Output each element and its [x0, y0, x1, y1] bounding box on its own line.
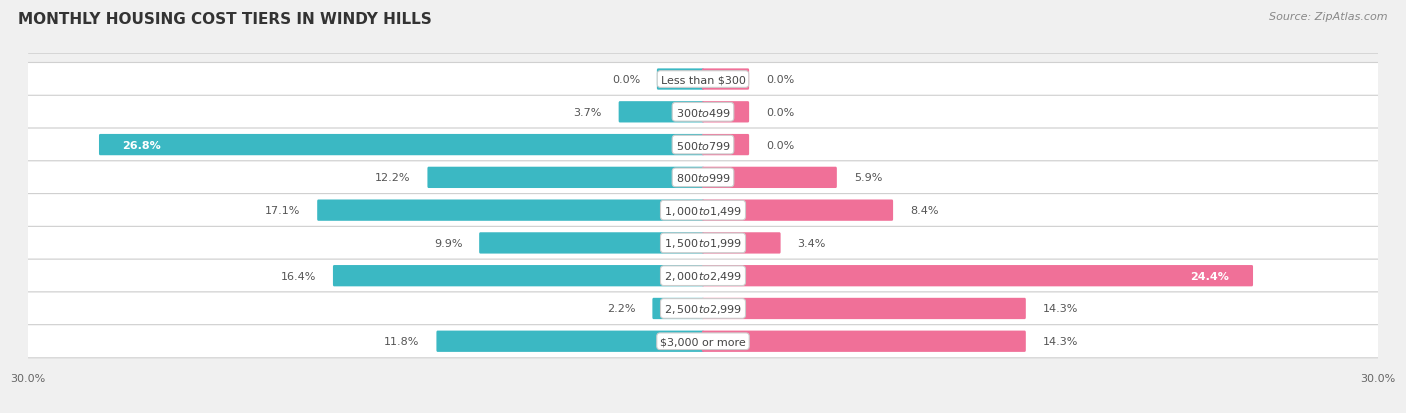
Text: $800 to $999: $800 to $999	[675, 172, 731, 184]
Text: 12.2%: 12.2%	[375, 173, 411, 183]
Text: $2,000 to $2,499: $2,000 to $2,499	[664, 270, 742, 282]
Text: 11.8%: 11.8%	[384, 337, 419, 347]
FancyBboxPatch shape	[479, 233, 704, 254]
FancyBboxPatch shape	[27, 227, 1379, 260]
FancyBboxPatch shape	[702, 167, 837, 189]
Legend: Owner-occupied, Renter-occupied: Owner-occupied, Renter-occupied	[568, 408, 838, 413]
Text: Source: ZipAtlas.com: Source: ZipAtlas.com	[1270, 12, 1388, 22]
FancyBboxPatch shape	[702, 266, 1253, 287]
Text: 9.9%: 9.9%	[434, 238, 463, 248]
Text: 3.4%: 3.4%	[797, 238, 825, 248]
FancyBboxPatch shape	[27, 194, 1379, 227]
Text: $1,500 to $1,999: $1,500 to $1,999	[664, 237, 742, 250]
FancyBboxPatch shape	[98, 135, 704, 156]
FancyBboxPatch shape	[657, 69, 704, 90]
Text: 14.3%: 14.3%	[1043, 304, 1078, 314]
Text: 26.8%: 26.8%	[122, 140, 162, 150]
FancyBboxPatch shape	[27, 129, 1379, 162]
FancyBboxPatch shape	[27, 161, 1379, 195]
Text: 3.7%: 3.7%	[574, 107, 602, 118]
Text: 0.0%: 0.0%	[766, 107, 794, 118]
Text: MONTHLY HOUSING COST TIERS IN WINDY HILLS: MONTHLY HOUSING COST TIERS IN WINDY HILL…	[18, 12, 432, 27]
Text: $300 to $499: $300 to $499	[675, 107, 731, 119]
FancyBboxPatch shape	[333, 266, 704, 287]
FancyBboxPatch shape	[318, 200, 704, 221]
FancyBboxPatch shape	[427, 167, 704, 189]
Text: 5.9%: 5.9%	[853, 173, 882, 183]
Text: 17.1%: 17.1%	[264, 206, 301, 216]
Text: 0.0%: 0.0%	[612, 75, 640, 85]
Text: 14.3%: 14.3%	[1043, 337, 1078, 347]
FancyBboxPatch shape	[702, 233, 780, 254]
Text: Less than $300: Less than $300	[661, 75, 745, 85]
FancyBboxPatch shape	[27, 63, 1379, 96]
FancyBboxPatch shape	[27, 259, 1379, 292]
Text: 24.4%: 24.4%	[1191, 271, 1229, 281]
FancyBboxPatch shape	[27, 292, 1379, 325]
Text: 0.0%: 0.0%	[766, 140, 794, 150]
FancyBboxPatch shape	[702, 135, 749, 156]
Text: 0.0%: 0.0%	[766, 75, 794, 85]
Text: $2,500 to $2,999: $2,500 to $2,999	[664, 302, 742, 315]
Text: 16.4%: 16.4%	[281, 271, 316, 281]
FancyBboxPatch shape	[702, 200, 893, 221]
Text: $3,000 or more: $3,000 or more	[661, 337, 745, 347]
FancyBboxPatch shape	[436, 331, 704, 352]
FancyBboxPatch shape	[702, 331, 1026, 352]
FancyBboxPatch shape	[702, 69, 749, 90]
Text: 8.4%: 8.4%	[910, 206, 938, 216]
Text: $1,000 to $1,499: $1,000 to $1,499	[664, 204, 742, 217]
FancyBboxPatch shape	[702, 102, 749, 123]
FancyBboxPatch shape	[619, 102, 704, 123]
FancyBboxPatch shape	[652, 298, 704, 319]
FancyBboxPatch shape	[27, 96, 1379, 129]
FancyBboxPatch shape	[27, 325, 1379, 358]
FancyBboxPatch shape	[702, 298, 1026, 319]
Text: 2.2%: 2.2%	[607, 304, 636, 314]
Text: $500 to $799: $500 to $799	[675, 139, 731, 151]
